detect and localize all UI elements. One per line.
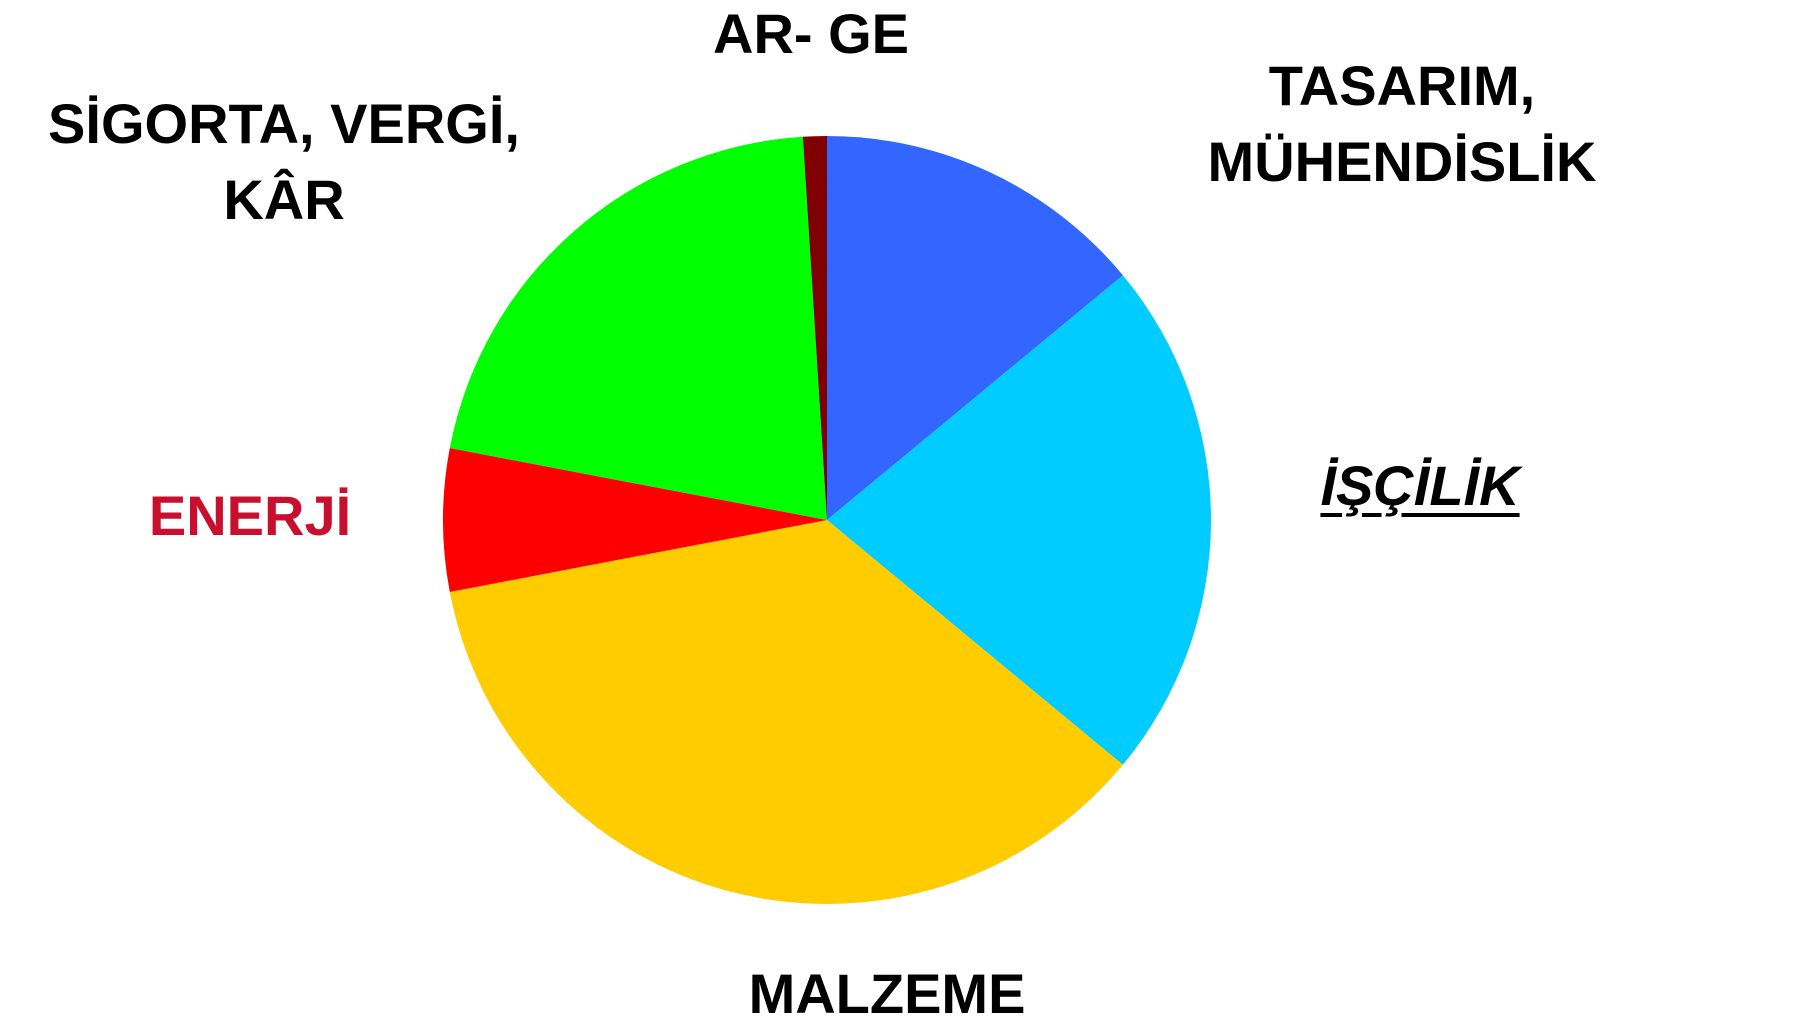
slice-label: SİGORTA, VERGİ, KÂR: [48, 92, 520, 231]
slice-label: AR- GE: [713, 2, 909, 65]
slice-label: İŞÇİLİK: [1320, 454, 1520, 517]
pie-slice: [449, 136, 827, 520]
pie-slice: [802, 136, 827, 520]
pie-slice: [827, 275, 1211, 765]
pie-slice: [827, 136, 1123, 520]
slice-label: MALZEME: [748, 962, 1026, 1025]
pie-slice: [449, 520, 1123, 905]
pie-slice: [443, 448, 827, 592]
slice-label: ENERJİ: [148, 484, 352, 547]
slice-label: TASARIM, MÜHENDİSLİK: [1207, 54, 1597, 193]
